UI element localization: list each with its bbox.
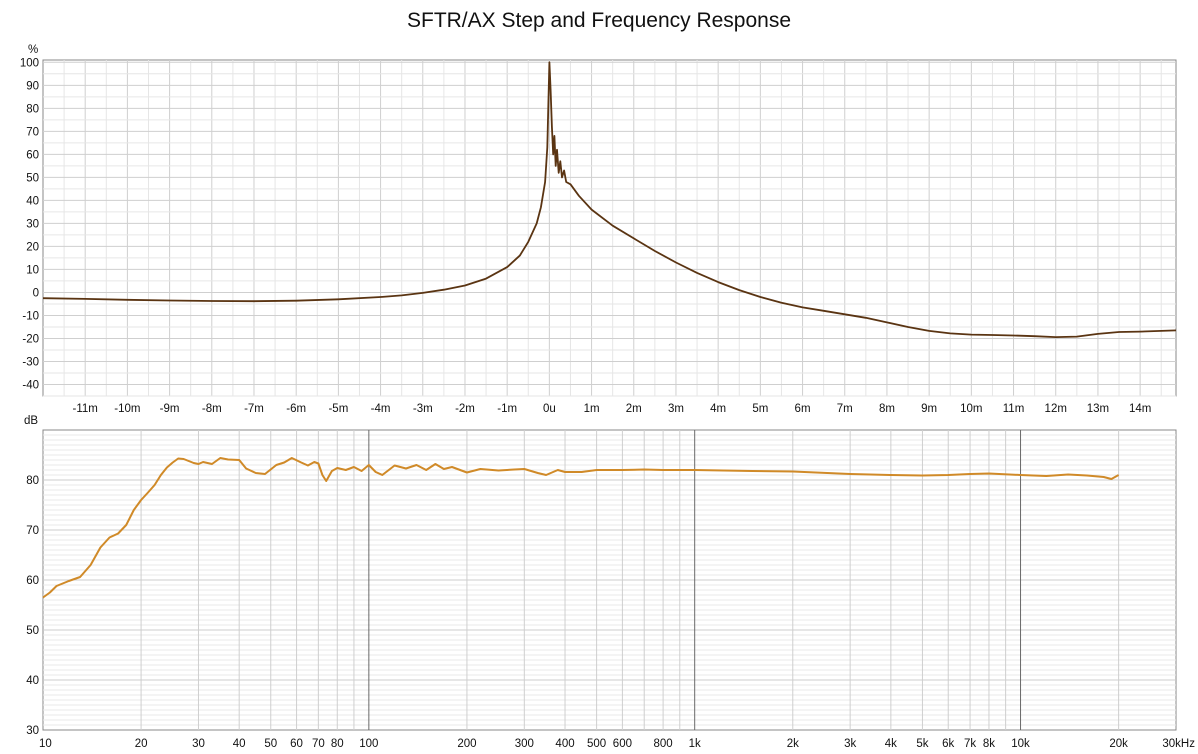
freq-x-tick-label: 300 — [515, 738, 534, 750]
step-y-tick-label: 50 — [26, 172, 39, 184]
step-x-tick-label: 4m — [710, 403, 726, 415]
step-x-tick-label: -2m — [455, 403, 475, 415]
step-y-tick-label: -10 — [22, 310, 39, 322]
step-y-tick-label: 70 — [26, 126, 39, 138]
freq-y-tick-label: 40 — [26, 675, 39, 687]
step-y-tick-label: 30 — [26, 218, 39, 230]
freq-x-tick-label: 400 — [555, 738, 574, 750]
frequency-response-panel: 80 70 60 50 40 30 10 20 30 40 50 60 70 80 100 200 300 40… — [24, 415, 1195, 750]
step-x-tick-label: -6m — [286, 403, 306, 415]
step-plot-frame — [42, 59, 1177, 397]
frequency-response-line — [42, 457, 1120, 599]
step-y-tick-label: 60 — [26, 149, 39, 161]
freq-x-tick-labels: 10 20 30 40 50 60 70 80 100 200 300 400 500 600 800 1k 2… — [39, 738, 1195, 750]
freq-x-tick-label: 50 — [264, 738, 277, 750]
step-x-tick-label: 8m — [879, 403, 895, 415]
step-x-tick-label: 7m — [837, 403, 853, 415]
freq-x-tick-label: 20k — [1109, 738, 1128, 750]
freq-x-tick-label: 10 — [39, 738, 52, 750]
step-grid — [43, 60, 1176, 397]
step-y-tick-label: -20 — [22, 333, 39, 345]
freq-x-tick-label: 1k — [689, 738, 701, 750]
freq-x-tick-label: 200 — [457, 738, 476, 750]
freq-x-tick-label: 4k — [885, 738, 897, 750]
freq-y-tick-label: 70 — [26, 525, 39, 537]
step-x-tick-label: 12m — [1045, 403, 1067, 415]
step-x-tick-label: -5m — [328, 403, 348, 415]
freq-x-tick-label: 500 — [587, 738, 606, 750]
freq-y-tick-label: 50 — [26, 625, 39, 637]
freq-x-tick-label: 60 — [290, 738, 303, 750]
step-y-tick-label: 10 — [26, 264, 39, 276]
freq-x-tick-label: 8k — [983, 738, 995, 750]
freq-x-tick-label: 3k — [844, 738, 856, 750]
freq-x-tick-label: 100 — [359, 738, 378, 750]
step-x-tick-label: 10m — [960, 403, 982, 415]
step-x-tick-label: -11m — [73, 403, 98, 415]
freq-x-tick-label: 20 — [135, 738, 148, 750]
step-x-tick-label: -4m — [371, 403, 391, 415]
step-x-tick-label: 11m — [1003, 403, 1025, 415]
step-x-tick-label: 3m — [668, 403, 684, 415]
freq-y-tick-label: 80 — [26, 475, 39, 487]
freq-x-tick-label: 10k — [1011, 738, 1030, 750]
freq-x-tick-label: 70 — [312, 738, 325, 750]
step-x-tick-label: 5m — [752, 403, 768, 415]
step-y-tick-label: 0 — [33, 287, 39, 299]
step-x-tick-label: -10m — [114, 403, 140, 415]
freq-grid — [43, 430, 1176, 730]
step-x-tick-label: 0u — [543, 403, 556, 415]
step-x-tick-labels: -11m -10m -9m -8m -7m -6m -5m -4m -3m -2m -1m 0u 1m 2… — [73, 403, 1152, 415]
freq-x-tick-label: 80 — [331, 738, 344, 750]
step-response-line — [42, 61, 1177, 338]
step-y-tick-label: 90 — [26, 80, 39, 92]
step-y-tick-label: 80 — [26, 103, 39, 115]
freq-x-tick-label: 40 — [233, 738, 246, 750]
step-y-tick-label: 20 — [26, 241, 39, 253]
step-x-tick-label: -1m — [497, 403, 517, 415]
freq-x-tick-label: 600 — [613, 738, 632, 750]
freq-y-tick-labels: 80 70 60 50 40 30 — [26, 475, 39, 737]
step-x-tick-label: -7m — [244, 403, 264, 415]
freq-y-tick-label: 60 — [26, 575, 39, 587]
step-x-tick-label: 13m — [1087, 403, 1109, 415]
step-y-tick-label: 100 — [20, 57, 39, 69]
freq-x-tick-label: 30kHz — [1162, 738, 1195, 750]
step-x-tick-label: -9m — [160, 403, 180, 415]
step-x-tick-label: 6m — [795, 403, 811, 415]
freq-x-tick-label: 2k — [787, 738, 799, 750]
freq-x-tick-label: 30 — [192, 738, 205, 750]
freq-x-tick-label: 5k — [916, 738, 928, 750]
step-x-tick-label: 2m — [626, 403, 642, 415]
freq-y-axis-unit: dB — [24, 415, 38, 427]
step-y-tick-label: 40 — [26, 195, 39, 207]
step-x-tick-label: -8m — [202, 403, 222, 415]
freq-x-tick-label: 7k — [964, 738, 976, 750]
freq-x-tick-label: 800 — [654, 738, 673, 750]
step-x-tick-label: 9m — [921, 403, 937, 415]
step-y-axis-unit: % — [28, 44, 38, 56]
freq-x-tick-label: 6k — [942, 738, 954, 750]
step-y-tick-label: -30 — [22, 356, 39, 368]
step-x-tick-label: 14m — [1129, 403, 1151, 415]
step-x-tick-label: 1m — [584, 403, 600, 415]
chart-title: SFTR/AX Step and Frequency Response — [406, 9, 792, 32]
freq-y-tick-label: 30 — [26, 725, 39, 737]
step-y-tick-label: -40 — [22, 379, 39, 391]
step-x-tick-label: -3m — [413, 403, 433, 415]
